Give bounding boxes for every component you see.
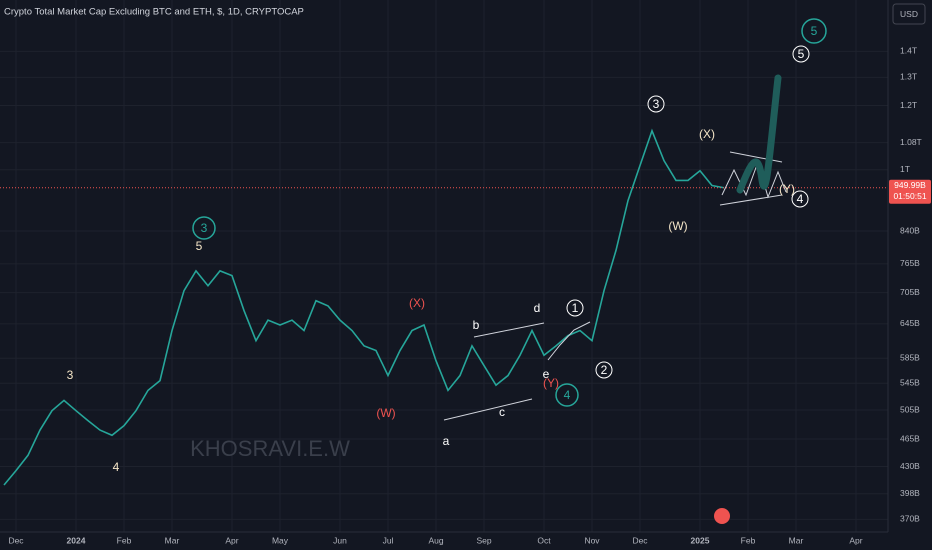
- wave-label: 3: [67, 368, 74, 382]
- y-tick-label: 1.08T: [900, 137, 922, 147]
- wave-circle: [595, 361, 613, 379]
- y-tick-label: 398B: [900, 488, 920, 498]
- currency-button[interactable]: [892, 3, 926, 25]
- wave-label: 5: [196, 239, 203, 253]
- x-tick-label: Mar: [165, 535, 180, 545]
- x-tick-label: Jul: [383, 535, 394, 545]
- wave-circle: [192, 216, 216, 240]
- price-tag: [889, 179, 931, 204]
- price-line: [3, 128, 725, 486]
- wave-circle: [801, 18, 827, 44]
- triangle-line: [719, 194, 783, 206]
- wave-label: 3: [201, 221, 208, 235]
- wave-label: 4: [797, 192, 804, 206]
- wave-label: 2: [601, 363, 608, 377]
- y-tick-label: 1.2T: [900, 100, 917, 110]
- wave-label: b: [473, 318, 480, 332]
- projection-swoosh: [736, 74, 782, 194]
- event-icon[interactable]: [714, 508, 730, 524]
- plot: [0, 128, 888, 486]
- trendline: [473, 322, 545, 338]
- wave-label: (X): [699, 127, 715, 141]
- wave-circle: [555, 383, 579, 407]
- x-tick-label: Feb: [741, 535, 756, 545]
- wave-label: e: [543, 367, 550, 381]
- y-tick-label: 705B: [900, 287, 920, 297]
- wave-circle: [566, 299, 584, 317]
- y-tick-label: 840B: [900, 225, 920, 235]
- wave-circle: [792, 45, 810, 63]
- x-tick-label: Jun: [333, 535, 347, 545]
- y-tick-label: 585B: [900, 353, 920, 363]
- y-tick-label: 545B: [900, 377, 920, 387]
- x-tick-label: 2025: [691, 535, 710, 545]
- x-tick-label: Oct: [537, 535, 551, 545]
- y-tick-label: 370B: [900, 514, 920, 524]
- wave-label: (Y): [779, 182, 795, 196]
- wave-circle: [791, 190, 809, 208]
- y-tick-label: 765B: [900, 258, 920, 268]
- axes: 370B 398B 430B 465B 505B 545B 585B 645B 705B 765B…: [8, 46, 931, 545]
- wave-label: 5: [811, 24, 818, 38]
- y-tick-label: 465B: [900, 433, 920, 443]
- grid: [0, 0, 888, 532]
- wave-label: (Y): [543, 376, 559, 390]
- wave-label: 5: [798, 47, 805, 61]
- wave-label: (X): [409, 296, 425, 310]
- wave-label: 3: [653, 97, 660, 111]
- trendline: [443, 398, 533, 421]
- wave-label: a: [443, 434, 450, 448]
- x-tick-label: Apr: [225, 535, 238, 545]
- x-tick-label: May: [272, 535, 289, 545]
- watermark: KHOSRAVI.E.W: [190, 436, 350, 461]
- countdown: 01:50:51: [893, 191, 926, 201]
- y-tick-label: 1.4T: [900, 46, 917, 56]
- x-tick-label: Dec: [632, 535, 648, 545]
- drawings: [443, 74, 787, 421]
- wave-label: c: [499, 405, 505, 419]
- x-tick-label: Nov: [584, 535, 600, 545]
- x-tick-label: 2024: [67, 535, 86, 545]
- price-axis: [888, 0, 932, 550]
- wave-label: d: [534, 301, 541, 315]
- wave-labels: 3 5 3 4 (W) (X) a b c d e (Y) 4 1 2 3 (X…: [67, 18, 827, 474]
- wave-circle: [647, 95, 665, 113]
- x-tick-label: Apr: [849, 535, 862, 545]
- wave-label: 4: [113, 460, 120, 474]
- y-tick-label: 505B: [900, 404, 920, 414]
- price-tag-label: 949.99B: [894, 180, 926, 190]
- x-tick-label: Feb: [117, 535, 132, 545]
- wave-path: [547, 321, 591, 361]
- y-tick-label: 1.3T: [900, 72, 917, 82]
- x-tick-label: Mar: [789, 535, 804, 545]
- wave-label: 4: [564, 388, 571, 402]
- chart-title: Crypto Total Market Cap Excluding BTC an…: [4, 7, 304, 18]
- currency[interactable]: USD: [900, 9, 918, 19]
- y-tick-label: 1T: [900, 164, 910, 174]
- wave-label: 1: [572, 301, 579, 315]
- wave-label: (W): [376, 406, 395, 420]
- wave-label: (W): [668, 219, 687, 233]
- x-tick-label: Sep: [476, 535, 491, 545]
- x-tick-label: Dec: [8, 535, 24, 545]
- x-tick-label: Aug: [428, 535, 443, 545]
- triangle-line: [729, 151, 783, 163]
- y-tick-label: 645B: [900, 318, 920, 328]
- y-tick-label: 430B: [900, 461, 920, 471]
